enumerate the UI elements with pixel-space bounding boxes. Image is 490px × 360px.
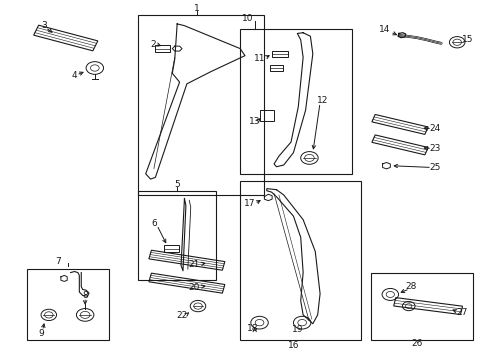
Text: 7: 7 bbox=[55, 257, 61, 266]
Bar bbox=[27, 269, 109, 339]
Text: 9: 9 bbox=[39, 329, 45, 338]
Text: 1: 1 bbox=[194, 4, 199, 13]
Text: 11: 11 bbox=[254, 54, 265, 63]
Text: 27: 27 bbox=[456, 307, 468, 316]
Text: 12: 12 bbox=[317, 96, 328, 105]
Bar bbox=[138, 15, 265, 195]
Bar bbox=[272, 50, 288, 57]
Text: 6: 6 bbox=[151, 219, 157, 228]
Text: 21: 21 bbox=[189, 260, 200, 269]
Text: 8: 8 bbox=[82, 291, 88, 300]
Text: 13: 13 bbox=[249, 117, 261, 126]
Text: 22: 22 bbox=[176, 311, 188, 320]
Bar bbox=[155, 45, 171, 52]
Text: 20: 20 bbox=[189, 283, 200, 292]
Text: 2: 2 bbox=[150, 40, 156, 49]
Text: 19: 19 bbox=[292, 324, 303, 333]
Text: 24: 24 bbox=[430, 124, 441, 133]
Text: 3: 3 bbox=[41, 21, 47, 30]
Bar bbox=[240, 181, 361, 339]
Text: 10: 10 bbox=[242, 14, 253, 23]
Bar bbox=[164, 246, 179, 252]
Text: 28: 28 bbox=[405, 282, 416, 291]
Text: 17: 17 bbox=[244, 199, 256, 208]
Text: 16: 16 bbox=[288, 341, 299, 350]
Text: 14: 14 bbox=[379, 26, 390, 35]
Text: 5: 5 bbox=[174, 180, 180, 189]
Text: 26: 26 bbox=[411, 339, 423, 348]
Bar bbox=[138, 192, 216, 280]
Text: 18: 18 bbox=[246, 324, 258, 333]
Bar bbox=[371, 273, 473, 339]
Bar bbox=[270, 65, 283, 71]
Bar bbox=[260, 110, 274, 121]
Text: 15: 15 bbox=[462, 35, 474, 44]
Text: 25: 25 bbox=[430, 163, 441, 172]
Bar bbox=[240, 29, 352, 174]
Text: 23: 23 bbox=[430, 144, 441, 153]
Text: 4: 4 bbox=[72, 71, 77, 80]
